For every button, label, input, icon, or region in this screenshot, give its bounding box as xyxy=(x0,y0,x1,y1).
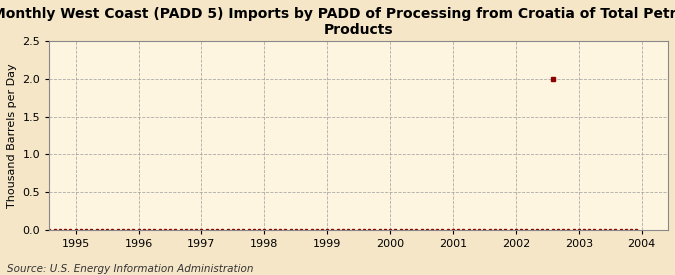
Y-axis label: Thousand Barrels per Day: Thousand Barrels per Day xyxy=(7,63,17,208)
Text: Source: U.S. Energy Information Administration: Source: U.S. Energy Information Administ… xyxy=(7,264,253,274)
Title: Monthly West Coast (PADD 5) Imports by PADD of Processing from Croatia of Total : Monthly West Coast (PADD 5) Imports by P… xyxy=(0,7,675,37)
